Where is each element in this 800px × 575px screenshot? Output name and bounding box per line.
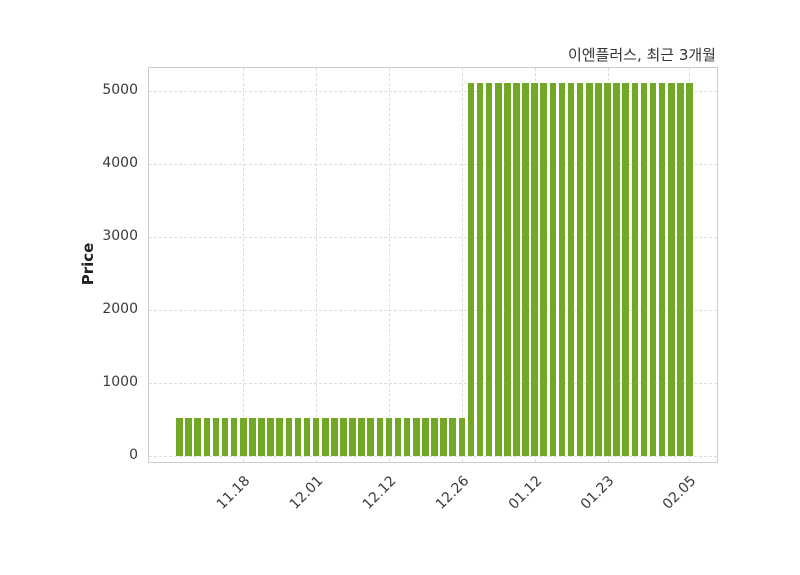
bar bbox=[549, 82, 557, 456]
bar bbox=[640, 82, 648, 456]
x-tick-label: 01.23 bbox=[578, 473, 618, 513]
y-tick-label: 1000 bbox=[102, 374, 138, 390]
y-tick-label: 4000 bbox=[102, 155, 138, 171]
bar bbox=[586, 82, 593, 456]
gridline-vertical bbox=[316, 68, 318, 462]
bar bbox=[613, 82, 620, 456]
bar bbox=[294, 418, 302, 456]
bar bbox=[604, 82, 611, 456]
bar bbox=[467, 82, 475, 456]
bar bbox=[349, 418, 356, 456]
gridline-horizontal bbox=[149, 237, 717, 238]
bar bbox=[413, 418, 420, 456]
bar bbox=[449, 418, 456, 456]
bar bbox=[595, 82, 602, 456]
bar bbox=[458, 418, 466, 456]
x-axis: 11.18 12.01 12.12 12.26 01.12 01.23 02.05 bbox=[148, 461, 716, 551]
bar bbox=[258, 418, 265, 456]
x-tick-label: 11.18 bbox=[213, 473, 254, 513]
bar bbox=[285, 418, 293, 456]
bar bbox=[276, 418, 283, 456]
x-tick-label: 12.12 bbox=[359, 473, 400, 513]
bar bbox=[522, 82, 529, 456]
bar bbox=[513, 82, 520, 456]
bar bbox=[422, 418, 429, 456]
bar bbox=[340, 418, 347, 456]
bar bbox=[677, 82, 684, 456]
gridline-horizontal bbox=[149, 91, 717, 92]
bar bbox=[312, 418, 320, 456]
gridline-vertical bbox=[461, 68, 463, 462]
x-tick-label: 01.12 bbox=[505, 473, 545, 513]
gridline-horizontal bbox=[149, 310, 717, 311]
bar bbox=[394, 418, 402, 456]
bar bbox=[504, 82, 511, 456]
bar bbox=[385, 418, 393, 456]
bar bbox=[221, 418, 229, 456]
bar bbox=[403, 418, 411, 456]
bar bbox=[321, 418, 329, 456]
bar bbox=[558, 82, 566, 456]
bar bbox=[494, 82, 502, 456]
bar bbox=[203, 418, 211, 456]
bar bbox=[367, 418, 375, 456]
bar bbox=[531, 82, 538, 456]
y-tick-label: 3000 bbox=[102, 228, 138, 244]
bar bbox=[440, 418, 447, 456]
gridline-horizontal bbox=[149, 383, 717, 384]
bar bbox=[567, 82, 575, 456]
x-tick-label: 02.05 bbox=[660, 473, 700, 513]
bar bbox=[658, 82, 666, 456]
bar bbox=[540, 82, 548, 456]
y-axis: 0 1000 2000 3000 4000 5000 bbox=[0, 67, 138, 463]
bar bbox=[649, 82, 657, 456]
chart-title: 이엔플러스, 최근 3개월 bbox=[567, 46, 716, 64]
gridline-horizontal bbox=[149, 456, 717, 457]
bar bbox=[358, 418, 365, 456]
y-tick-label: 5000 bbox=[102, 82, 138, 98]
bar bbox=[240, 418, 247, 456]
bar bbox=[576, 82, 584, 456]
gridline-horizontal bbox=[149, 164, 717, 165]
bar bbox=[194, 418, 202, 456]
plot-area bbox=[148, 67, 718, 463]
y-tick-label: 0 bbox=[129, 447, 138, 463]
bar bbox=[185, 418, 192, 456]
bar bbox=[331, 418, 338, 456]
bar bbox=[176, 418, 183, 456]
x-tick-label: 12.01 bbox=[286, 473, 327, 513]
bar bbox=[686, 82, 693, 456]
bar bbox=[267, 418, 274, 456]
x-tick-label: 12.26 bbox=[432, 473, 473, 513]
bar bbox=[631, 82, 639, 456]
y-tick-label: 2000 bbox=[102, 301, 138, 317]
bar bbox=[431, 418, 438, 456]
bar bbox=[303, 418, 311, 456]
gridline-vertical bbox=[243, 68, 245, 462]
gridline-vertical bbox=[388, 68, 390, 462]
bar bbox=[212, 418, 220, 456]
bar bbox=[476, 82, 484, 456]
bar bbox=[230, 418, 238, 456]
bar bbox=[249, 418, 256, 456]
bar bbox=[667, 82, 675, 456]
bar bbox=[376, 418, 384, 456]
bar bbox=[485, 82, 493, 456]
bar bbox=[622, 82, 629, 456]
